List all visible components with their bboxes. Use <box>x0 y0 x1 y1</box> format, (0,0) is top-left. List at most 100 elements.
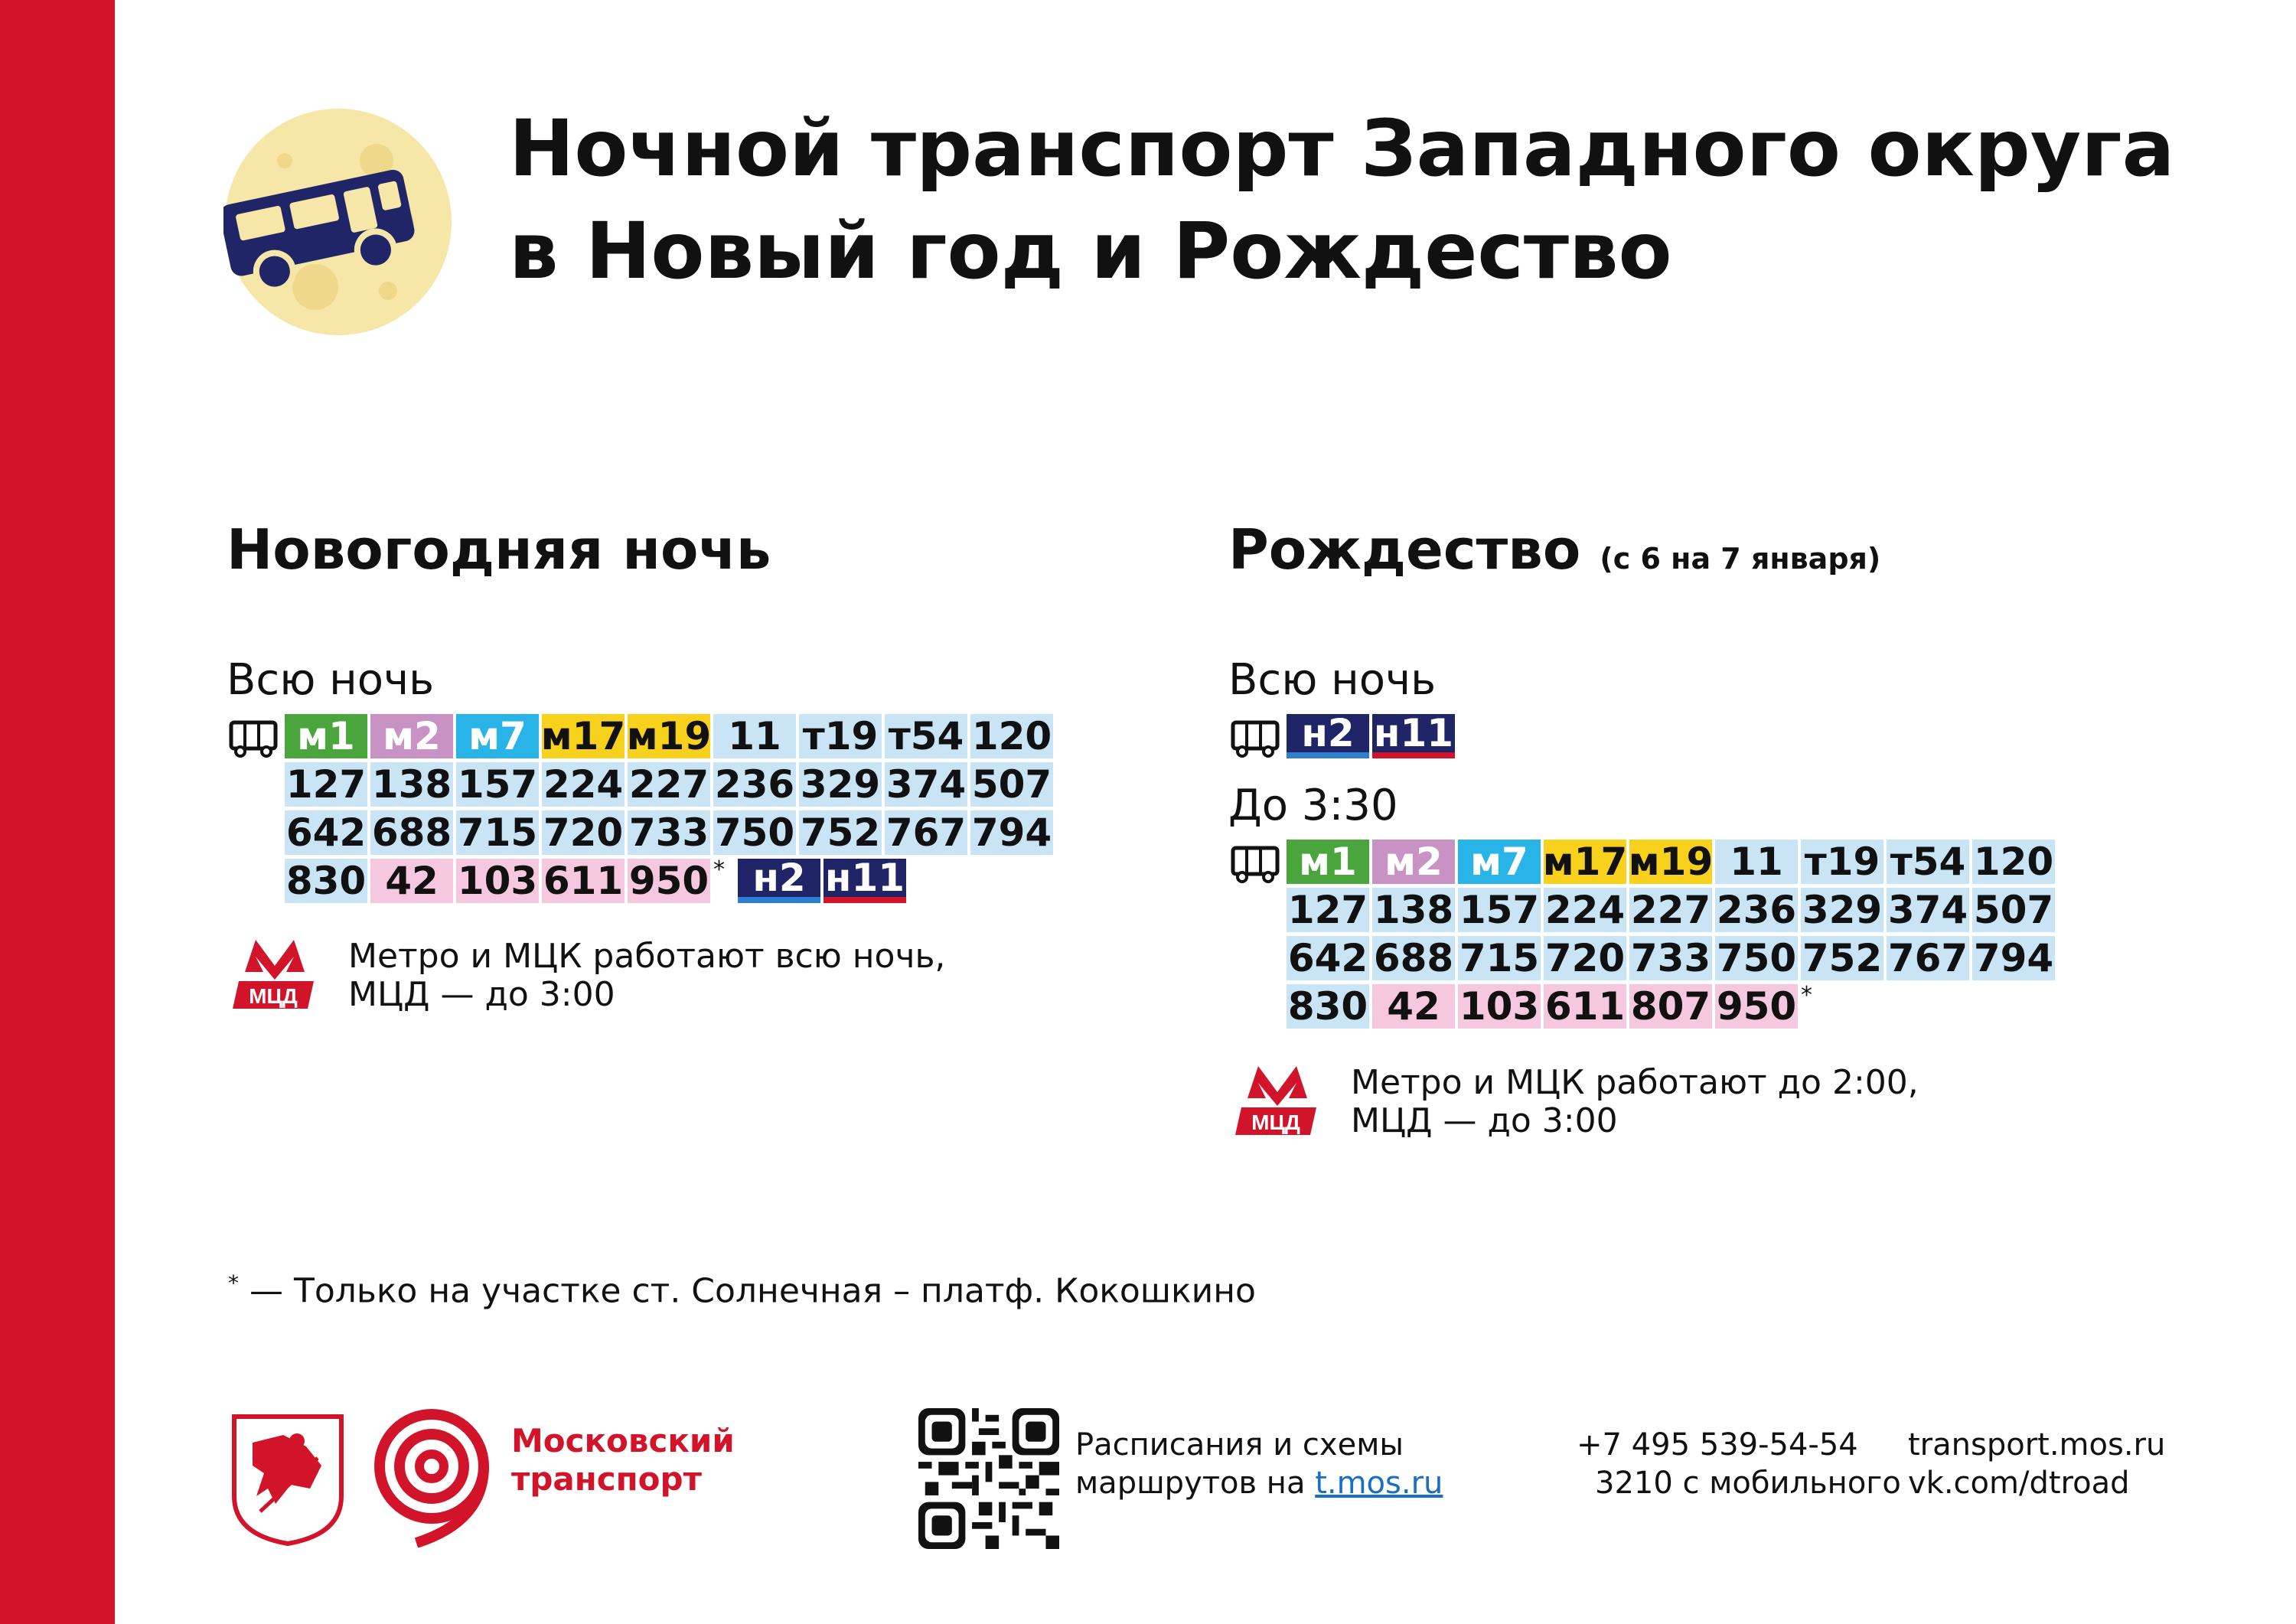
route-badge: 688 <box>1372 936 1455 980</box>
title-line-1: Ночной транспорт Западного округа <box>509 103 2175 194</box>
metro-logo-text: МЦД <box>1251 1110 1300 1134</box>
schedule-line-2: маршрутов на t.mos.ru <box>1075 1464 1443 1502</box>
schedule-info: Расписания и схемы маршрутов на t.mos.ru <box>1075 1426 1443 1502</box>
schedule-line-2-prefix: маршрутов на <box>1075 1466 1316 1501</box>
bus-icon <box>1231 720 1280 758</box>
new-year-heading: Новогодняя ночь <box>227 517 771 582</box>
route-badge: 103 <box>456 859 539 903</box>
left-red-stripe <box>0 0 115 1624</box>
schedule-line-1: Расписания и схемы <box>1075 1427 1404 1463</box>
route-badge: м7 <box>456 714 539 758</box>
route-badge: 767 <box>1887 936 1969 980</box>
route-row: н2 н11 <box>1287 711 1458 758</box>
route-badge: 42 <box>1372 984 1455 1029</box>
route-row: 642 688 715 720 733 750 752 767 794 <box>1287 936 2058 980</box>
tmos-link[interactable]: t.mos.ru <box>1315 1466 1443 1501</box>
metro-logo-icon: МЦД <box>1235 1066 1316 1135</box>
route-badge: 507 <box>970 762 1053 807</box>
route-badge: 42 <box>370 859 453 903</box>
route-badge: м7 <box>1458 840 1541 884</box>
moscow-coat-of-arms-icon <box>232 1414 344 1546</box>
route-badge: 752 <box>799 810 882 855</box>
christmas-metro-note-line-1: Метро и МЦК работают до 2:00, <box>1351 1063 1919 1102</box>
route-badge: м2 <box>370 714 453 758</box>
route-badge: 733 <box>1629 936 1712 980</box>
route-badge: 794 <box>1972 936 2055 980</box>
vk-link[interactable]: vk.com/dtroad <box>1908 1466 2130 1501</box>
christmas-metro-note-line-2: МЦД — до 3:00 <box>1351 1101 1618 1140</box>
route-badge: 120 <box>1972 840 2055 884</box>
route-badge: 830 <box>1287 984 1369 1029</box>
christmas-heading: Рождество (с 6 на 7 января) <box>1228 517 1880 582</box>
route-badge: 750 <box>1715 936 1798 980</box>
title-line-2: в Новый год и Рождество <box>509 206 1672 297</box>
route-badge: т54 <box>885 714 967 758</box>
route-badge: 830 <box>285 859 367 903</box>
route-badge: н11 <box>1372 711 1455 758</box>
route-badge: 750 <box>713 810 796 855</box>
qr-code-icon[interactable] <box>918 1408 1059 1549</box>
brand-line-1: Московский <box>511 1422 735 1459</box>
route-badge: 157 <box>456 762 539 807</box>
moon-bus-icon <box>223 109 452 335</box>
route-badge: т54 <box>1887 840 1969 884</box>
christmas-routes-grid: м1 м2 м7 м17 м19 11 т19 т54 120 127 138 157 224 227 23… <box>1287 840 2058 1032</box>
route-badge: 120 <box>970 714 1053 758</box>
route-badge: 227 <box>628 762 710 807</box>
route-badge: т19 <box>799 714 882 758</box>
route-badge: 688 <box>370 810 453 855</box>
route-badge: 236 <box>1715 888 1798 932</box>
new-year-metro-note: Метро и МЦК работают всю ночь, МЦД — до … <box>348 938 945 1014</box>
route-badge: 138 <box>370 762 453 807</box>
phone-number[interactable]: +7 495 539-54-54 <box>1577 1427 1858 1463</box>
route-badge: 329 <box>799 762 882 807</box>
route-badge: 767 <box>885 810 967 855</box>
route-row: 830 42 103 611 950 * н2 н11 <box>285 856 1056 903</box>
brand-line-2: транспорт <box>511 1460 702 1498</box>
route-badge: 807 <box>1629 984 1712 1029</box>
bus-icon <box>1231 846 1280 883</box>
moscow-transport-brand: Московский транспорт <box>511 1422 735 1498</box>
site-link[interactable]: transport.mos.ru <box>1908 1427 2166 1463</box>
route-badge: 224 <box>542 762 625 807</box>
route-badge: 157 <box>1458 888 1541 932</box>
mobile-number[interactable]: 3210 с мобильного <box>1595 1466 1901 1501</box>
christmas-all-night-routes-grid: н2 н11 <box>1287 711 1458 762</box>
route-badge: 507 <box>1972 888 2055 932</box>
route-badge: м2 <box>1372 840 1455 884</box>
footnote-mark: * <box>713 856 725 883</box>
route-badge: 611 <box>1544 984 1626 1029</box>
route-badge: 642 <box>1287 936 1369 980</box>
route-badge: 720 <box>542 810 625 855</box>
route-row: 127 138 157 224 227 236 329 374 507 <box>285 762 1056 807</box>
route-badge: м19 <box>626 714 712 758</box>
route-row: м1 м2 м7 м17 м19 11 т19 т54 120 <box>285 714 1056 758</box>
route-badge: 374 <box>1887 888 1969 932</box>
bus-icon <box>229 720 278 758</box>
metro-logo-text: МЦД <box>249 984 298 1008</box>
footnote: * — Только на участке ст. Солнечная – пл… <box>228 1270 1256 1311</box>
route-badge: м1 <box>285 714 367 758</box>
route-badge: 642 <box>285 810 367 855</box>
route-badge: 752 <box>1801 936 1883 980</box>
route-badge: 720 <box>1544 936 1626 980</box>
route-row: 642 688 715 720 733 750 752 767 794 <box>285 810 1056 855</box>
route-row: м1 м2 м7 м17 м19 11 т19 т54 120 <box>1287 840 2058 884</box>
route-badge: 329 <box>1801 888 1883 932</box>
route-badge: 611 <box>542 859 625 903</box>
footnote-text: — Только на участке ст. Солнечная – плат… <box>249 1271 1256 1311</box>
route-badge: м1 <box>1287 840 1369 884</box>
route-badge: м17 <box>540 714 626 758</box>
route-badge: 715 <box>1458 936 1541 980</box>
route-badge: 733 <box>628 810 710 855</box>
route-row: 127 138 157 224 227 236 329 374 507 <box>1287 888 2058 932</box>
christmas-heading-main: Рождество <box>1228 517 1581 582</box>
route-badge: 236 <box>713 762 796 807</box>
route-badge: н2 <box>1287 711 1369 758</box>
route-badge: 950 <box>1715 984 1798 1029</box>
web-info: transport.mos.ru vk.com/dtroad <box>1908 1426 2165 1502</box>
route-badge: 127 <box>1287 888 1369 932</box>
new-year-metro-note-line-1: Метро и МЦК работают всю ночь, <box>348 937 946 976</box>
route-badge: н11 <box>823 856 906 903</box>
route-badge: 127 <box>285 762 367 807</box>
